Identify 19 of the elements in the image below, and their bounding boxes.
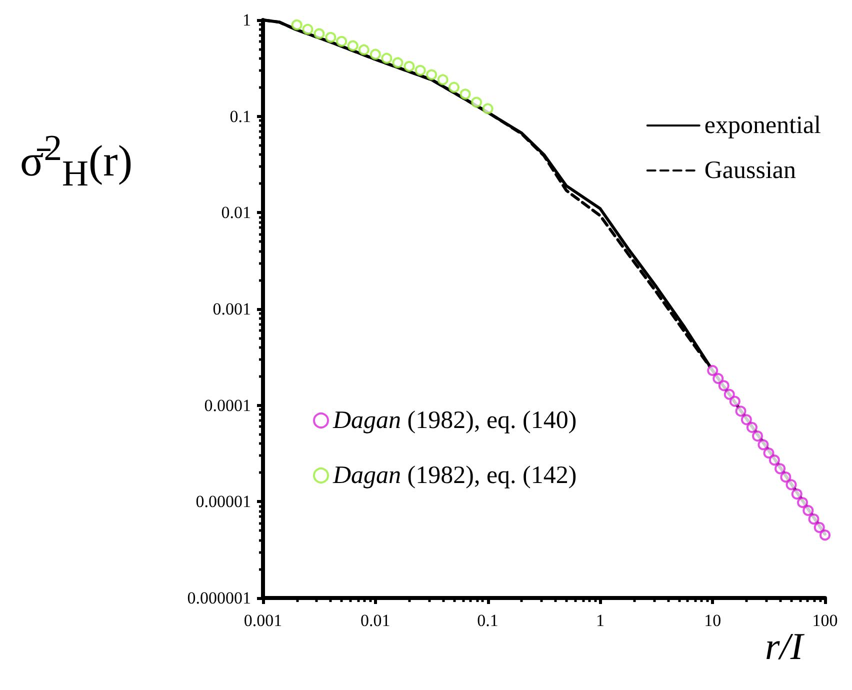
y-axis-title: σ̄$^{2}$$_{H}$(r) xyxy=(20,126,132,194)
y-tick-label: 0.000001 xyxy=(187,588,251,608)
x-axis-title: r/I xyxy=(765,626,806,668)
y-tick-label: 0.001 xyxy=(212,300,251,318)
x-tick-label: 10 xyxy=(704,611,722,630)
y-tick-label: 0.00001 xyxy=(196,492,251,512)
x-tick-label: 0.1 xyxy=(477,611,498,630)
x-tick-label: 1 xyxy=(596,611,604,630)
legend-label: exponential xyxy=(704,112,822,139)
y-tick-label: 0.1 xyxy=(230,106,251,126)
x-tick-label: 0.01 xyxy=(360,611,390,630)
legend-label: Dagan (1982), eq. (140) xyxy=(332,407,577,434)
y-tick-label: 0.0001 xyxy=(204,396,251,415)
y-tick-label: 0.01 xyxy=(221,203,251,222)
x-tick-label: 0.001 xyxy=(244,611,282,630)
y-tick-label: 1 xyxy=(242,10,251,30)
legend-label: Dagan (1982), eq. (142) xyxy=(332,462,577,489)
x-tick-label: 100 xyxy=(812,611,838,630)
legend-label: Gaussian xyxy=(704,157,797,184)
